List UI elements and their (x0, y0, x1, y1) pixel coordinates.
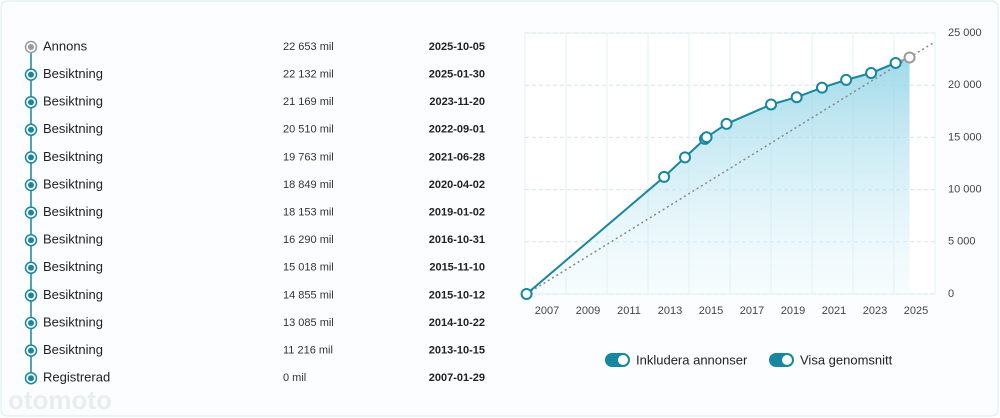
event-label: Besiktning (43, 176, 103, 191)
event-label: Besiktning (43, 342, 103, 357)
point (700, 131, 713, 144)
event-mileage: 22 653 mil (283, 41, 334, 53)
x-tick-label: 2023 (863, 305, 887, 317)
event-mileage: 13 085 mil (283, 317, 334, 329)
event-mileage: 0 mil (283, 372, 306, 384)
event-date: 2020-04-02 (429, 179, 485, 191)
timeline-dot-core (28, 347, 34, 354)
point (790, 91, 803, 104)
timeline-dot-core (28, 292, 34, 299)
x-tick-label: 2009 (576, 305, 600, 317)
timeline-dot-core (28, 126, 34, 133)
x-tick-label: 2007 (535, 305, 559, 317)
average-line (526, 41, 936, 295)
point (865, 66, 878, 79)
event-label: Besiktning (43, 204, 103, 219)
event-label: Besiktning (43, 287, 103, 302)
event-label: Registrerad (43, 370, 110, 385)
x-tick-label: 2011 (617, 305, 641, 317)
point (903, 51, 916, 64)
toggle-label[interactable]: Visa genomsnitt (800, 352, 893, 367)
event-label: Annons (43, 38, 88, 53)
event-date: 2015-10-12 (429, 289, 485, 301)
point (679, 151, 692, 164)
timeline-dot-core (28, 209, 34, 216)
event-label: Besiktning (43, 259, 103, 274)
event-label: Besiktning (43, 66, 103, 81)
y-tick-label: 20 000 (948, 79, 982, 91)
event-mileage: 18 153 mil (283, 207, 334, 219)
timeline-dot-core (28, 99, 34, 106)
x-tick-label: 2017 (740, 305, 764, 317)
event-mileage: 19 763 mil (283, 151, 334, 163)
point (889, 56, 902, 69)
timeline-dot-core (28, 375, 34, 382)
y-tick-label: 0 (948, 288, 954, 300)
watermark: otomoto (8, 385, 112, 415)
y-tick-label: 5 000 (948, 236, 976, 248)
event-date: 2019-01-02 (429, 207, 485, 219)
event-label: Besiktning (43, 94, 103, 109)
point (765, 98, 778, 111)
event-mileage: 11 216 mil (283, 345, 333, 357)
event-date: 2013-10-15 (429, 345, 485, 357)
timeline-dot-core (28, 320, 34, 326)
event-mileage: 20 510 mil (283, 124, 334, 136)
point (520, 288, 533, 300)
event-date: 2022-09-01 (429, 124, 485, 136)
x-tick-label: 2015 (699, 305, 723, 317)
timeline-dot-core (28, 44, 34, 50)
x-tick-label: 2025 (904, 305, 928, 317)
point (658, 170, 671, 183)
event-mileage: 15 018 mil (283, 262, 334, 274)
timeline-dot-core (28, 71, 34, 78)
toggle-label[interactable]: Inkludera annonser (636, 352, 748, 367)
point (840, 73, 853, 86)
event-mileage: 21 169 mil (283, 96, 334, 108)
event-label: Besiktning (43, 314, 103, 329)
x-tick-label: 2013 (658, 305, 682, 317)
x-tick-label: 2021 (822, 305, 846, 317)
event-date: 2014-10-22 (429, 317, 485, 329)
event-mileage: 18 849 mil (283, 179, 334, 191)
event-date: 2025-10-05 (429, 41, 485, 53)
y-tick-label: 25 000 (948, 27, 982, 39)
timeline-dot-core (28, 237, 34, 244)
x-tick-label: 2019 (781, 305, 805, 317)
event-mileage: 22 132 mil (283, 69, 334, 81)
timeline-dot-core (28, 154, 34, 161)
y-tick-label: 15 000 (948, 131, 982, 143)
event-date: 2016-10-31 (429, 234, 485, 246)
toggle-knob (618, 355, 628, 365)
event-date: 2015-11-10 (429, 262, 485, 274)
point (815, 81, 828, 94)
event-date: 2007-01-29 (429, 372, 485, 384)
event-date: 2023-11-20 (429, 96, 485, 108)
timeline-dot-core (28, 182, 34, 188)
event-mileage: 16 290 mil (283, 234, 334, 246)
event-label: Besiktning (43, 149, 103, 164)
event-mileage: 14 855 mil (283, 289, 334, 301)
event-label: Besiktning (43, 121, 103, 136)
toggle-knob (782, 355, 792, 365)
event-date: 2021-06-28 (429, 151, 485, 163)
point (720, 117, 733, 130)
timeline-dot-core (28, 264, 34, 271)
event-label: Besiktning (43, 232, 103, 247)
y-tick-label: 10 000 (948, 184, 982, 196)
event-date: 2025-01-30 (429, 69, 485, 81)
